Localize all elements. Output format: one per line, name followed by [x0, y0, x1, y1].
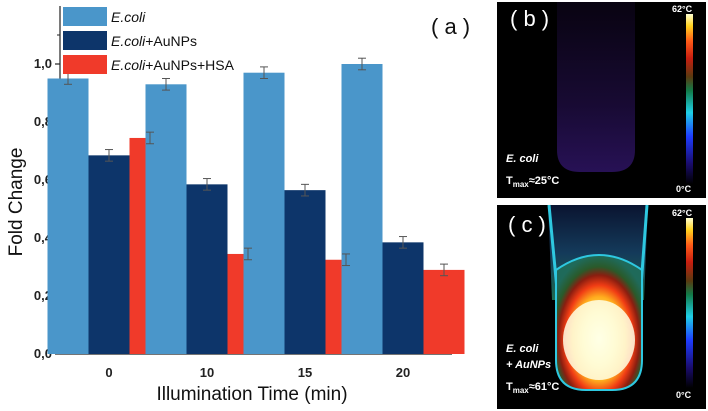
bar-1-20 — [382, 242, 424, 354]
tmax-readout: Tmax≈25°C — [506, 175, 559, 189]
panel-label-c: ( c ) — [508, 212, 546, 237]
legend-label: E.coli+AuNPs — [111, 33, 197, 49]
sample-name: E. coli — [506, 343, 539, 355]
x-axis-title: Illumination Time (min) — [156, 384, 347, 405]
bar-0-0 — [47, 78, 89, 354]
y-tick-label: 0,2 — [34, 288, 52, 303]
legend-swatch — [63, 31, 107, 50]
legend: E.coli E.coli+AuNPs E.coli+AuNPs+HSA — [63, 7, 235, 74]
sample-tube — [557, 2, 635, 172]
colorbar — [686, 218, 693, 388]
colorbar — [686, 14, 693, 184]
x-tick-label: 0 — [105, 365, 112, 380]
tmax-readout: Tmax≈61°C — [506, 381, 559, 395]
thermal-panel-c: 62°C 0°C ( c ) E. coli + AuNPs Tmax≈61°C — [497, 204, 706, 409]
bar-1-15 — [284, 190, 326, 354]
legend-label: E.coli+AuNPs+HSA — [111, 57, 235, 73]
error-bars-group — [64, 57, 448, 277]
panel-label-a: ( a ) — [431, 14, 470, 39]
colorbar-max-label: 62°C — [672, 208, 693, 218]
x-axis: 0 10 15 20 — [60, 353, 452, 380]
thermal-panel-b: 62°C 0°C ( b ) E. coli Tmax≈25°C — [497, 2, 706, 198]
x-tick-label: 20 — [396, 365, 410, 380]
legend-swatch — [63, 55, 107, 74]
bar-series-group — [47, 64, 465, 355]
y-tick-label: 0,6 — [34, 172, 52, 187]
legend-label: E.coli — [111, 9, 146, 25]
legend-swatch — [63, 7, 107, 26]
bar-1-0 — [88, 155, 130, 354]
x-tick-label: 10 — [200, 365, 214, 380]
bar-0-10 — [145, 84, 187, 355]
bar-0-15 — [243, 72, 285, 354]
bar-1-10 — [186, 184, 228, 354]
bar-2-20 — [423, 269, 465, 354]
y-tick-label: 0,8 — [34, 114, 52, 129]
colorbar-max-label: 62°C — [672, 4, 693, 14]
colorbar-min-label: 0°C — [676, 184, 692, 194]
hot-core — [563, 300, 635, 380]
x-tick-label: 15 — [298, 365, 312, 380]
panel-label-b: ( b ) — [510, 6, 549, 31]
y-axis-title: Fold Change — [6, 148, 27, 257]
colorbar-min-label: 0°C — [676, 390, 692, 400]
y-tick-label: 0,0 — [34, 346, 52, 361]
sample-name: E. coli — [506, 153, 539, 165]
bar-0-20 — [341, 64, 383, 354]
sample-name-line2: + AuNPs — [506, 359, 551, 371]
bar-chart-panel: 0,00,20,40,60,81,0 0 10 15 20 E.coliE.coli+… — [6, 6, 470, 405]
y-tick-label: 1,0 — [34, 56, 52, 71]
